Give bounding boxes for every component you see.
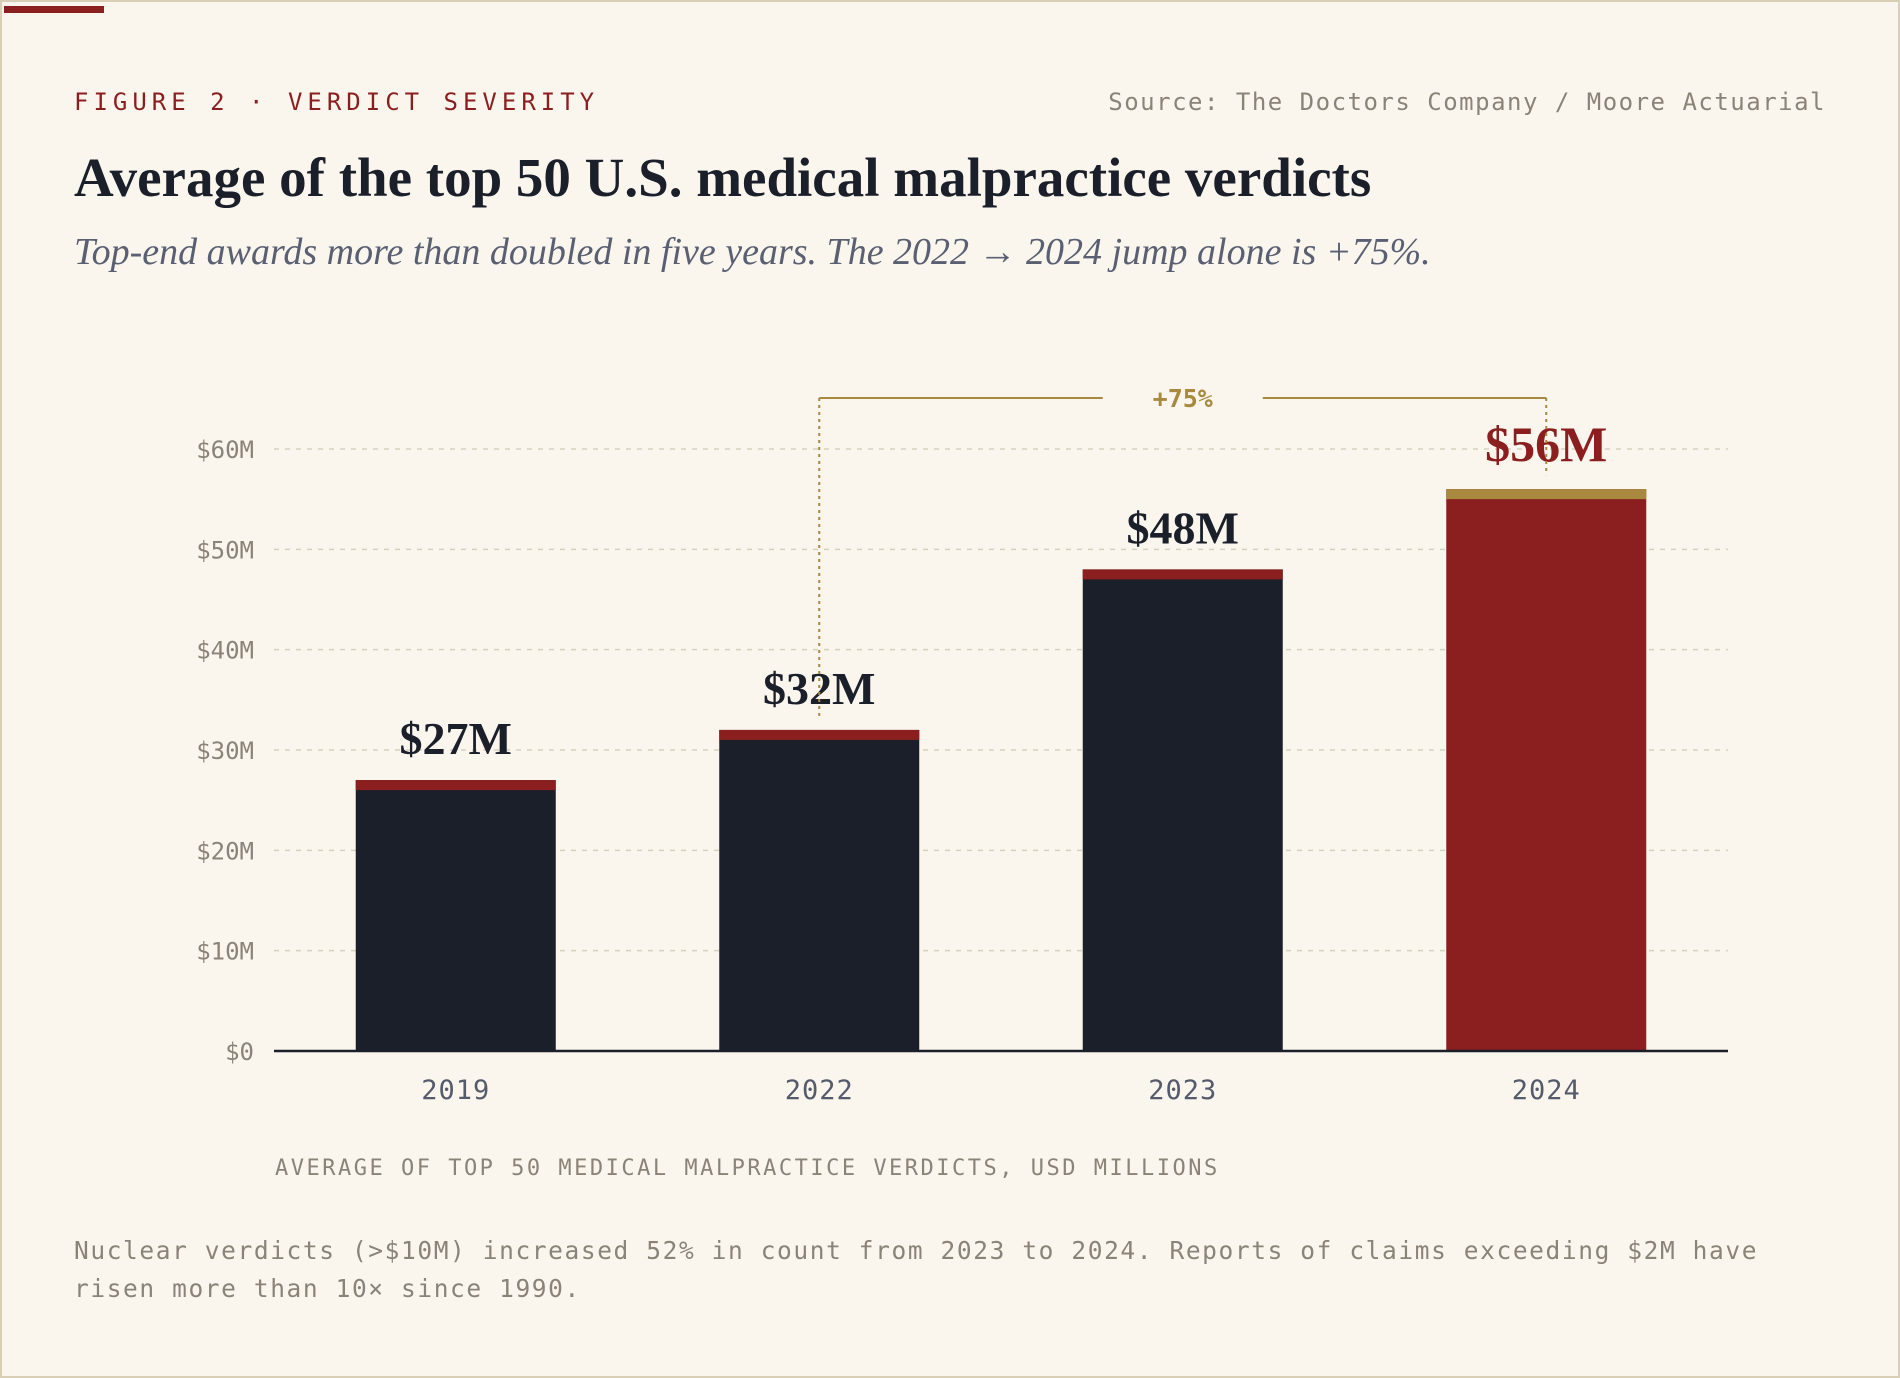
x-axis-ticks: 2019 2022 2023 2024	[421, 1075, 1581, 1106]
y-axis-ticks: $0 $10M $20M $30M $40M $50M $60M	[196, 436, 254, 1066]
accent-bar	[4, 6, 104, 13]
annotation-label: +75%	[1153, 384, 1213, 413]
change-annotation: +75%	[818, 384, 1548, 716]
bar	[1446, 489, 1647, 1052]
bar	[1082, 569, 1283, 1051]
bar	[719, 729, 920, 1051]
value-label: $27M	[400, 713, 512, 764]
bars	[355, 489, 1647, 1052]
x-tick-label: 2019	[421, 1075, 490, 1106]
chart-title: Average of the top 50 U.S. medical malpr…	[74, 147, 1372, 208]
y-tick-label: $0	[225, 1038, 254, 1066]
y-tick-label: $40M	[196, 637, 254, 665]
y-tick-label: $30M	[196, 737, 254, 765]
value-labels: $27M$32M$48M$56M	[400, 416, 1608, 764]
source-credit: Source: The Doctors Company / Moore Actu…	[1108, 88, 1826, 116]
y-tick-label: $60M	[196, 436, 254, 464]
bar-cap	[719, 729, 920, 740]
y-tick-label: $10M	[196, 938, 254, 966]
y-tick-label: $50M	[196, 536, 254, 564]
figure-kicker: FIGURE 2 · VERDICT SEVERITY	[74, 88, 600, 116]
bar	[355, 780, 556, 1051]
value-label: $48M	[1127, 502, 1239, 553]
y-tick-label: $20M	[196, 837, 254, 865]
bar-cap	[1082, 569, 1283, 580]
bar-cap	[1446, 489, 1647, 500]
x-tick-label: 2023	[1148, 1075, 1217, 1106]
footnote: Nuclear verdicts (>$10M) increased 52% i…	[74, 1236, 1759, 1303]
chart-subtitle: Top-end awards more than doubled in five…	[74, 231, 1431, 273]
x-axis-caption: AVERAGE OF TOP 50 MEDICAL MALPRACTICE VE…	[275, 1156, 1220, 1181]
x-tick-label: 2024	[1512, 1075, 1581, 1106]
x-tick-label: 2022	[785, 1075, 854, 1106]
bar-cap	[355, 780, 556, 791]
